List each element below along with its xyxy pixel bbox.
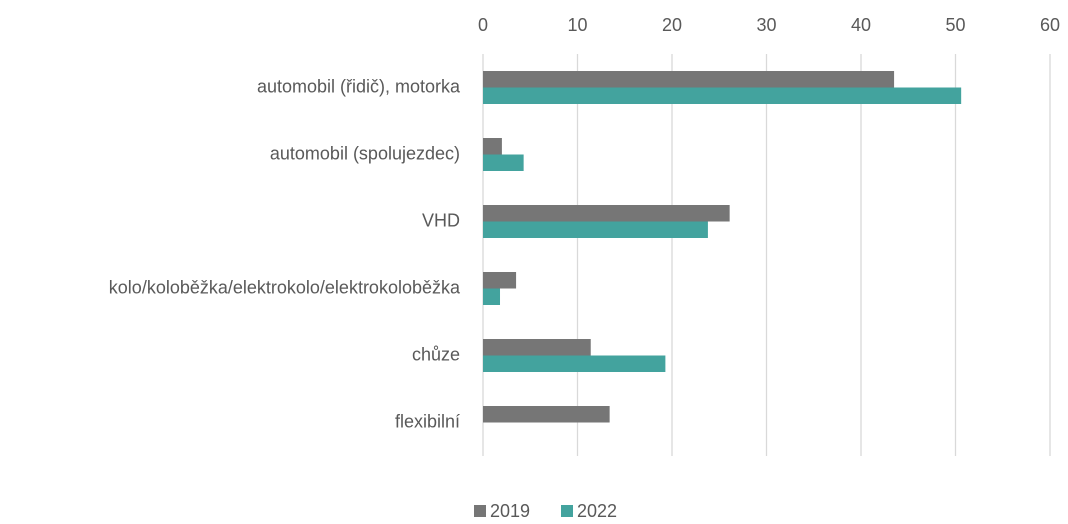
bar [483, 138, 502, 155]
bar [483, 71, 895, 88]
bar [483, 221, 708, 238]
y-tick-label: chůze [412, 344, 460, 364]
y-tick-label: automobil (spolujezdec) [270, 143, 460, 163]
legend-label: 2019 [490, 501, 530, 519]
x-tick-label: 50 [945, 15, 965, 35]
bar [483, 272, 517, 289]
bar [483, 355, 666, 372]
y-tick-label: flexibilní [395, 411, 460, 431]
x-tick-label: 0 [478, 15, 488, 35]
x-tick-label: 40 [851, 15, 871, 35]
y-tick-label: kolo/koloběžka/elektrokolo/elektrokolobě… [109, 277, 461, 297]
y-tick-label: VHD [422, 210, 460, 230]
bar [483, 87, 962, 104]
y-tick-label: automobil (řidič), motorka [257, 76, 461, 96]
x-tick-label: 30 [756, 15, 776, 35]
legend-swatch [561, 505, 573, 517]
legend-label: 2022 [577, 501, 617, 519]
bar [483, 154, 524, 171]
bar [483, 205, 730, 222]
bar [483, 406, 610, 423]
bar [483, 288, 501, 305]
x-tick-label: 60 [1040, 15, 1060, 35]
x-tick-label: 10 [567, 15, 587, 35]
x-tick-label: 20 [662, 15, 682, 35]
legend-swatch [474, 505, 486, 517]
bar [483, 339, 591, 356]
